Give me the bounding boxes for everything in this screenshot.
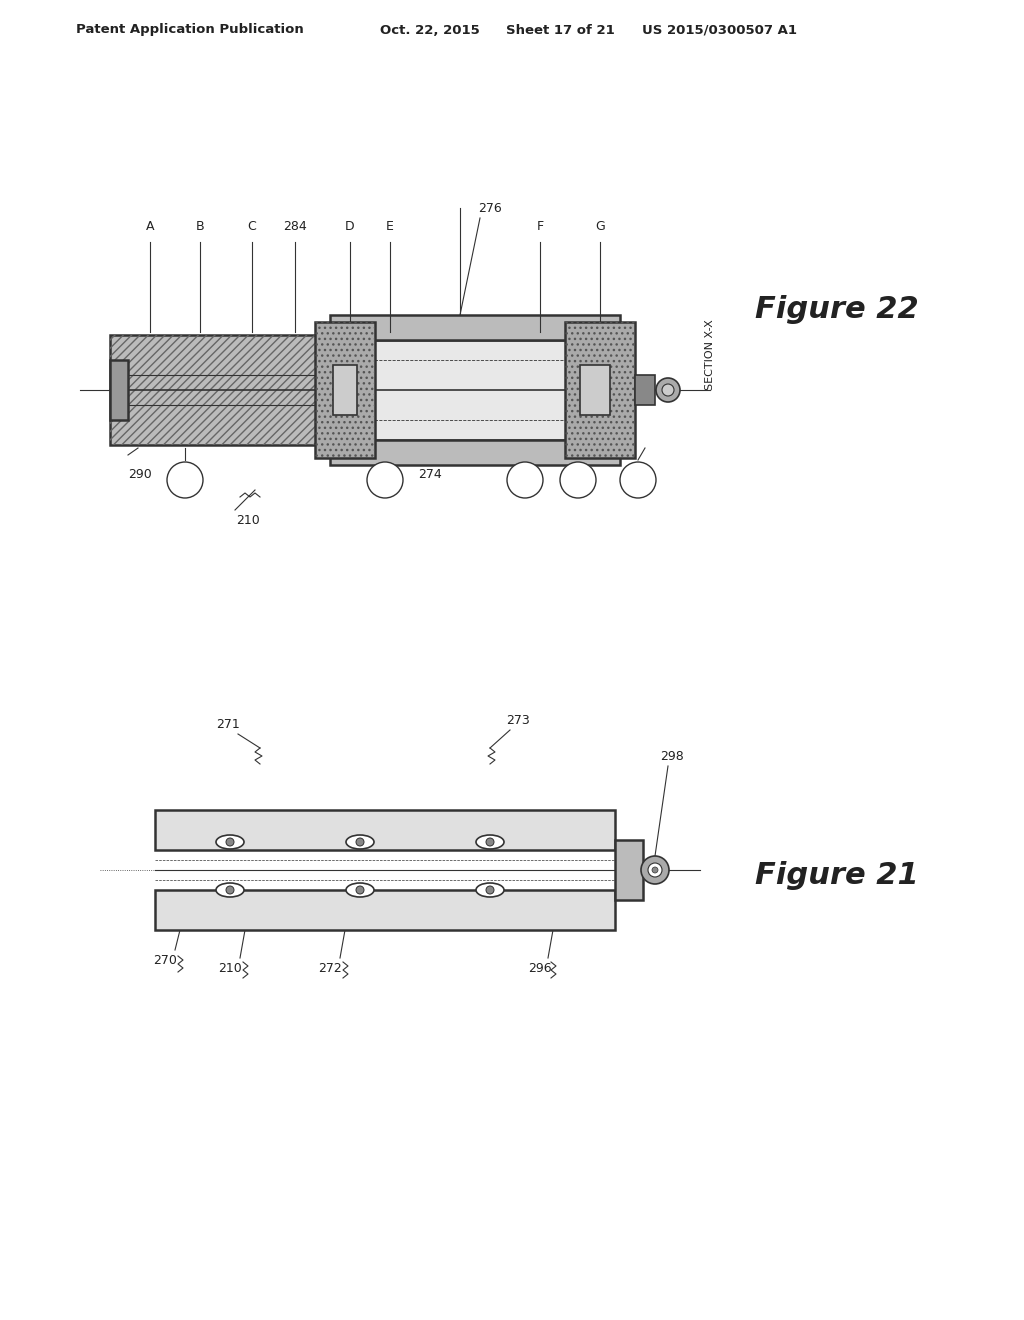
Text: 272: 272 xyxy=(375,475,395,484)
Text: 274: 274 xyxy=(418,469,442,482)
Bar xyxy=(333,366,357,414)
Text: 210: 210 xyxy=(218,961,242,974)
Text: Patent Application Publication: Patent Application Publication xyxy=(76,24,304,37)
Circle shape xyxy=(641,855,669,884)
Bar xyxy=(110,335,330,445)
Text: 271: 271 xyxy=(216,718,240,730)
Circle shape xyxy=(648,863,662,876)
Ellipse shape xyxy=(476,883,504,898)
Circle shape xyxy=(652,867,658,873)
Text: Sheet 17 of 21: Sheet 17 of 21 xyxy=(506,24,614,37)
Circle shape xyxy=(486,886,494,894)
Circle shape xyxy=(356,886,364,894)
Text: 296: 296 xyxy=(567,475,589,484)
Circle shape xyxy=(226,886,234,894)
Text: 294: 294 xyxy=(514,475,536,484)
Circle shape xyxy=(167,462,203,498)
Bar xyxy=(580,366,610,414)
Text: 273: 273 xyxy=(506,714,529,726)
Circle shape xyxy=(560,462,596,498)
Circle shape xyxy=(507,462,543,498)
Circle shape xyxy=(367,462,403,498)
Ellipse shape xyxy=(476,836,504,849)
Circle shape xyxy=(656,378,680,403)
Bar xyxy=(330,440,620,465)
Text: E: E xyxy=(386,220,394,234)
Ellipse shape xyxy=(346,836,374,849)
Text: 284: 284 xyxy=(283,220,307,234)
Text: B: B xyxy=(196,220,205,234)
Ellipse shape xyxy=(216,883,244,898)
Circle shape xyxy=(486,838,494,846)
Ellipse shape xyxy=(346,883,374,898)
Bar xyxy=(565,322,635,458)
Text: Figure 22: Figure 22 xyxy=(755,296,919,325)
Text: D: D xyxy=(345,220,354,234)
Text: US 2015/0300507 A1: US 2015/0300507 A1 xyxy=(642,24,798,37)
Text: Oct. 22, 2015: Oct. 22, 2015 xyxy=(380,24,480,37)
Bar xyxy=(315,322,375,458)
Text: Figure 21: Figure 21 xyxy=(755,861,919,890)
Bar xyxy=(110,360,128,420)
Text: 276: 276 xyxy=(478,202,502,214)
Circle shape xyxy=(356,838,364,846)
Bar xyxy=(370,341,570,440)
Text: 298: 298 xyxy=(660,750,684,763)
Bar xyxy=(155,810,615,850)
Bar xyxy=(615,840,643,900)
Bar xyxy=(565,322,635,458)
Text: SECTION X-X: SECTION X-X xyxy=(705,319,715,391)
Ellipse shape xyxy=(216,836,244,849)
Text: 296: 296 xyxy=(528,961,552,974)
Text: 290: 290 xyxy=(128,469,152,482)
Bar xyxy=(110,335,330,445)
Bar xyxy=(155,890,615,931)
Circle shape xyxy=(662,384,674,396)
Text: 272: 272 xyxy=(318,961,342,974)
Text: A: A xyxy=(145,220,155,234)
Text: 282: 282 xyxy=(174,475,196,484)
Circle shape xyxy=(620,462,656,498)
Circle shape xyxy=(226,838,234,846)
Text: F: F xyxy=(537,220,544,234)
Text: 270: 270 xyxy=(153,953,177,966)
Bar xyxy=(635,375,655,405)
Bar xyxy=(330,315,620,341)
Text: C: C xyxy=(248,220,256,234)
Text: 210: 210 xyxy=(237,513,260,527)
Text: 280: 280 xyxy=(628,475,648,484)
Bar xyxy=(315,322,375,458)
Text: G: G xyxy=(595,220,605,234)
